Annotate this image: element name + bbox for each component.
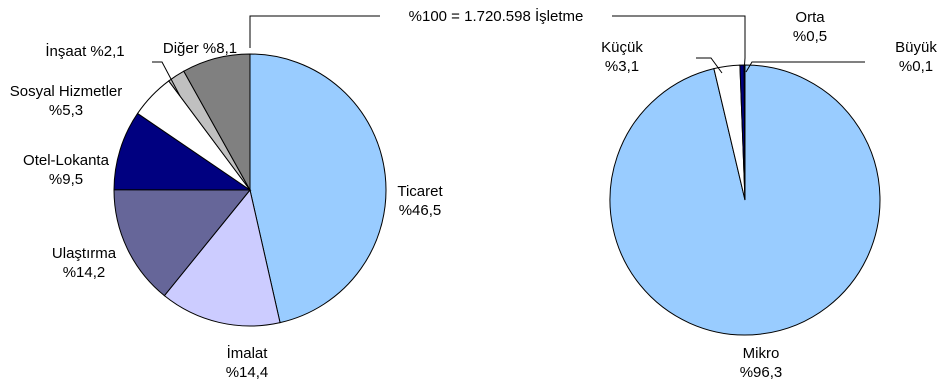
total-label: %100 = 1.720.598 İşletme bbox=[409, 7, 584, 25]
slice-name-buyuk: Büyük bbox=[895, 39, 937, 56]
slice-label-diger: Diğer %8,1 bbox=[163, 40, 237, 57]
slice-label-ulastirma: Ulaştırma %14,2 bbox=[52, 245, 117, 281]
slice-value-kucuk: %3,1 bbox=[605, 58, 639, 75]
slice-value-imalat: %14,4 bbox=[226, 364, 269, 381]
slice-name-imalat: İmalat bbox=[227, 344, 269, 362]
slice-label-orta: Orta %0,5 bbox=[793, 9, 827, 45]
slice-value-mikro: %96,3 bbox=[740, 364, 783, 381]
slice-name-sosyal-hizmetler: Sosyal Hizmetler bbox=[10, 83, 123, 100]
slice-label-ticaret: Ticaret %46,5 bbox=[397, 183, 443, 219]
pie-slice-imalat bbox=[163, 188, 281, 327]
slice-label-otel-lokanta: Otel-Lokanta %9,5 bbox=[23, 152, 110, 188]
pie-slice-diger bbox=[183, 53, 251, 192]
slice-name-orta: Orta bbox=[795, 9, 825, 26]
slice-label-insaat: İnşaat %2,1 bbox=[45, 42, 124, 60]
slice-label-buyuk: Büyük %0,1 bbox=[895, 39, 937, 75]
slice-value-buyuk: %0,1 bbox=[899, 58, 933, 75]
leader-line-insaat bbox=[152, 61, 181, 97]
slice-labels: Ticaret %46,5 İmalat %14,4 Ulaştırma %14,2 Ote… bbox=[10, 9, 938, 381]
leader-line-kucuk bbox=[696, 57, 723, 74]
slice-name-mikro: Mikro bbox=[743, 345, 780, 362]
slice-value-otel-lokanta: %9,5 bbox=[49, 171, 83, 188]
slice-value-ticaret: %46,5 bbox=[399, 202, 442, 219]
slice-name-kucuk: Küçük bbox=[601, 39, 643, 56]
slice-name-ulastirma: Ulaştırma bbox=[52, 245, 117, 262]
total-bracket-right bbox=[612, 15, 746, 48]
leader-line-buyuk bbox=[745, 61, 865, 73]
slice-label-kucuk: Küçük %3,1 bbox=[601, 39, 643, 75]
leader-line-orta bbox=[743, 48, 746, 73]
slice-name-ticaret: Ticaret bbox=[397, 183, 443, 200]
slice-name-otel-lokanta: Otel-Lokanta bbox=[23, 152, 110, 169]
slice-label-imalat: İmalat %14,4 bbox=[226, 344, 269, 381]
slice-label-mikro: Mikro %96,3 bbox=[740, 345, 783, 381]
slice-value-ulastirma: %14,2 bbox=[63, 264, 106, 281]
pie-slice-otel-lokanta bbox=[113, 112, 252, 191]
pie-slice-ticaret bbox=[249, 53, 387, 324]
slice-value-orta: %0,5 bbox=[793, 28, 827, 45]
total-bracket-left bbox=[249, 15, 380, 48]
pie-sectors bbox=[113, 53, 387, 327]
pie-slice-ulastirma bbox=[113, 189, 252, 297]
pie-size bbox=[609, 64, 881, 336]
slice-label-sosyal-hizmetler: Sosyal Hizmetler %5,3 bbox=[10, 83, 123, 119]
slice-value-sosyal-hizmetler: %5,3 bbox=[49, 102, 83, 119]
